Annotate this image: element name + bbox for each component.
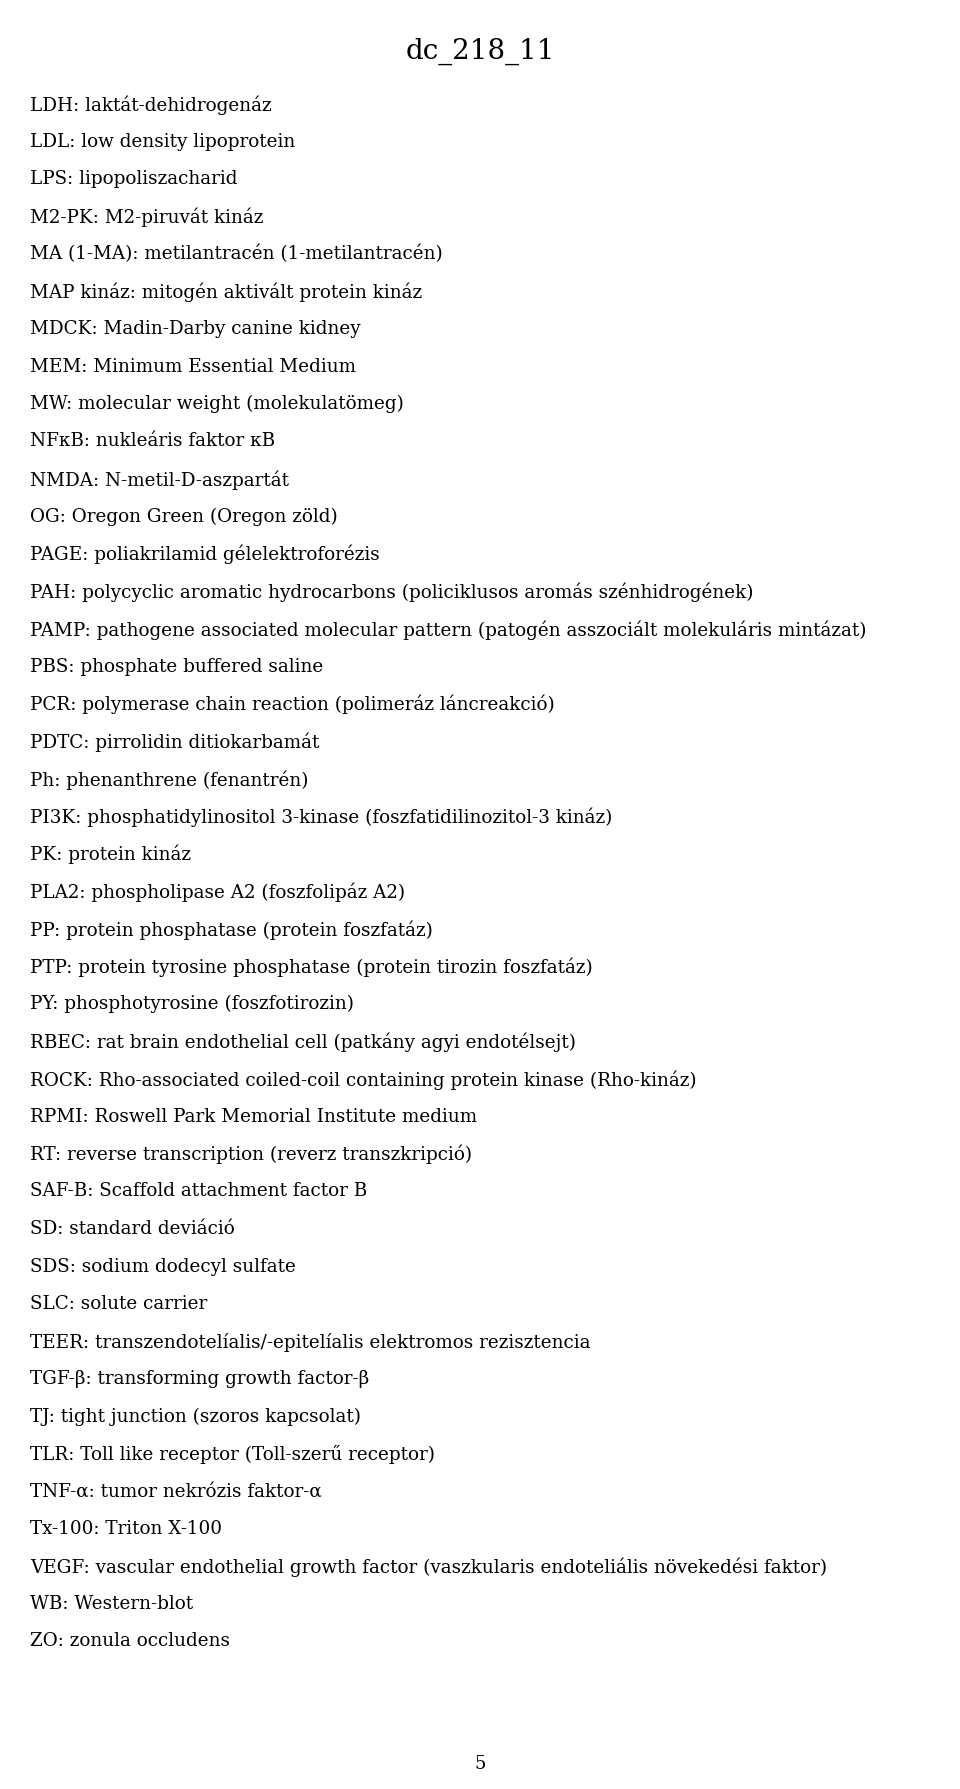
Text: M2-PK: M2-piruvát kináz: M2-PK: M2-piruvát kináz: [30, 208, 263, 227]
Text: PY: phosphotyrosine (foszfotirozin): PY: phosphotyrosine (foszfotirozin): [30, 995, 354, 1013]
Text: TNF-α: tumor nekrózis faktor-α: TNF-α: tumor nekrózis faktor-α: [30, 1481, 322, 1499]
Text: SAF-B: Scaffold attachment factor B: SAF-B: Scaffold attachment factor B: [30, 1183, 368, 1200]
Text: PP: protein phosphatase (protein foszfatáz): PP: protein phosphatase (protein foszfat…: [30, 920, 433, 939]
Text: OG: Oregon Green (Oregon zöld): OG: Oregon Green (Oregon zöld): [30, 508, 338, 526]
Text: 5: 5: [474, 1753, 486, 1773]
Text: PAH: polycyclic aromatic hydrocarbons (policiklusos aromás szénhidrogének): PAH: polycyclic aromatic hydrocarbons (p…: [30, 581, 754, 601]
Text: PTP: protein tyrosine phosphatase (protein tirozin foszfatáz): PTP: protein tyrosine phosphatase (prote…: [30, 957, 592, 977]
Text: PI3K: phosphatidylinositol 3-kinase (foszfatidilinozitol-3 kináz): PI3K: phosphatidylinositol 3-kinase (fos…: [30, 807, 612, 827]
Text: ROCK: Rho-associated coiled-coil containing protein kinase (Rho-kináz): ROCK: Rho-associated coiled-coil contain…: [30, 1070, 697, 1090]
Text: RPMI: Roswell Park Memorial Institute medium: RPMI: Roswell Park Memorial Institute me…: [30, 1107, 477, 1125]
Text: PBS: phosphate buffered saline: PBS: phosphate buffered saline: [30, 657, 324, 674]
Text: PDTC: pirrolidin ditiokarbamát: PDTC: pirrolidin ditiokarbamát: [30, 732, 320, 751]
Text: SLC: solute carrier: SLC: solute carrier: [30, 1293, 207, 1313]
Text: TEER: transzendotelíalis/-epitelíalis elektromos rezisztencia: TEER: transzendotelíalis/-epitelíalis el…: [30, 1331, 590, 1351]
Text: NMDA: N-metil-D-aszpartát: NMDA: N-metil-D-aszpartát: [30, 471, 289, 488]
Text: MAP kináz: mitogén aktivált protein kináz: MAP kináz: mitogén aktivált protein kiná…: [30, 283, 422, 302]
Text: PAGE: poliakrilamid gélelektroforézis: PAGE: poliakrilamid gélelektroforézis: [30, 544, 380, 564]
Text: LPS: lipopoliszacharid: LPS: lipopoliszacharid: [30, 170, 237, 188]
Text: PK: protein kináz: PK: protein kináz: [30, 844, 191, 864]
Text: TGF-β: transforming growth factor-β: TGF-β: transforming growth factor-β: [30, 1369, 370, 1386]
Text: NFκB: nukleáris faktor κB: NFκB: nukleáris faktor κB: [30, 433, 276, 451]
Text: PCR: polymerase chain reaction (polimeráz láncreakció): PCR: polymerase chain reaction (polimerá…: [30, 694, 555, 714]
Text: RBEC: rat brain endothelial cell (patkány agyi endotélsejt): RBEC: rat brain endothelial cell (patkán…: [30, 1032, 576, 1052]
Text: PAMP: pathogene associated molecular pattern (patogén asszociált molekuláris min: PAMP: pathogene associated molecular pat…: [30, 619, 867, 639]
Text: PLA2: phospholipase A2 (foszfolipáz A2): PLA2: phospholipase A2 (foszfolipáz A2): [30, 882, 405, 902]
Text: Tx-100: Triton X-100: Tx-100: Triton X-100: [30, 1519, 222, 1537]
Text: RT: reverse transcription (reverz transzkripció): RT: reverse transcription (reverz transz…: [30, 1145, 472, 1165]
Text: MDCK: Madin-Darby canine kidney: MDCK: Madin-Darby canine kidney: [30, 320, 361, 338]
Text: LDL: low density lipoprotein: LDL: low density lipoprotein: [30, 132, 296, 150]
Text: TJ: tight junction (szoros kapcsolat): TJ: tight junction (szoros kapcsolat): [30, 1406, 361, 1426]
Text: MW: molecular weight (molekulatömeg): MW: molecular weight (molekulatömeg): [30, 395, 404, 413]
Text: MA (1-MA): metilantracén (1-metilantracén): MA (1-MA): metilantracén (1-metilantracé…: [30, 245, 443, 263]
Text: dc_218_11: dc_218_11: [405, 38, 555, 64]
Text: ZO: zonula occludens: ZO: zonula occludens: [30, 1632, 230, 1649]
Text: WB: Western-blot: WB: Western-blot: [30, 1594, 193, 1612]
Text: VEGF: vascular endothelial growth factor (vaszkularis endoteliális növekedési fa: VEGF: vascular endothelial growth factor…: [30, 1556, 828, 1576]
Text: SDS: sodium dodecyl sulfate: SDS: sodium dodecyl sulfate: [30, 1258, 296, 1276]
Text: MEM: Minimum Essential Medium: MEM: Minimum Essential Medium: [30, 358, 356, 376]
Text: LDH: laktát-dehidrogenáz: LDH: laktát-dehidrogenáz: [30, 95, 272, 114]
Text: Ph: phenanthrene (fenantrén): Ph: phenanthrene (fenantrén): [30, 769, 308, 789]
Text: SD: standard deviáció: SD: standard deviáció: [30, 1220, 235, 1238]
Text: TLR: Toll like receptor (Toll-szerű receptor): TLR: Toll like receptor (Toll-szerű rece…: [30, 1444, 435, 1463]
